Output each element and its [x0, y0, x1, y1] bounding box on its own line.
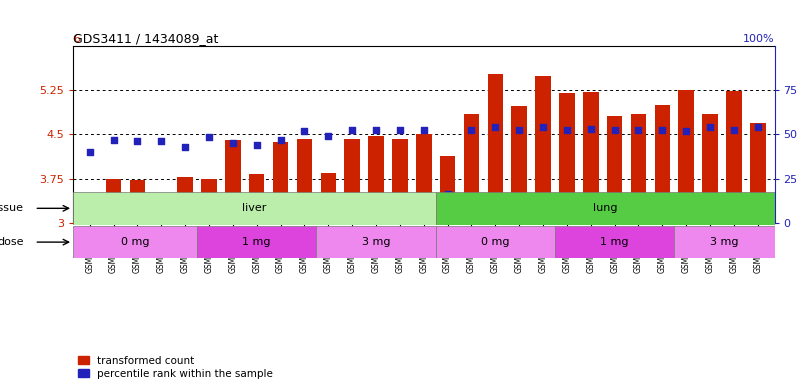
Bar	[464, 114, 479, 223]
Point	[751, 124, 764, 131]
Bar	[535, 76, 551, 223]
Bar	[249, 174, 264, 223]
Bar	[631, 114, 646, 223]
Bar	[487, 74, 503, 223]
Bar	[679, 90, 694, 223]
Bar	[436, 226, 555, 258]
Point	[513, 127, 526, 133]
Bar	[320, 173, 336, 223]
Point	[632, 127, 645, 133]
Bar	[130, 180, 145, 223]
Point	[203, 134, 216, 141]
Bar	[750, 122, 766, 223]
Bar	[583, 92, 599, 223]
Bar	[393, 139, 408, 223]
Bar	[436, 192, 775, 225]
Bar	[416, 134, 431, 223]
Bar	[201, 179, 217, 223]
Text: 0 mg: 0 mg	[121, 237, 149, 247]
Bar	[702, 114, 718, 223]
Point	[727, 127, 740, 133]
Text: dose: dose	[0, 237, 24, 247]
Bar	[654, 105, 670, 223]
Bar	[440, 156, 455, 223]
Bar	[197, 226, 316, 258]
Point	[251, 142, 264, 148]
Text: tissue: tissue	[0, 203, 24, 214]
Bar	[316, 226, 436, 258]
Text: 1 mg: 1 mg	[600, 237, 629, 247]
Text: 3 mg: 3 mg	[710, 237, 739, 247]
Bar	[512, 106, 527, 223]
Text: 0 mg: 0 mg	[481, 237, 509, 247]
Bar	[555, 226, 674, 258]
Text: lung: lung	[593, 203, 617, 214]
Point	[155, 138, 168, 144]
Bar	[726, 91, 742, 223]
Bar	[297, 139, 312, 223]
Text: liver: liver	[242, 203, 267, 214]
Legend: transformed count, percentile rank within the sample: transformed count, percentile rank withi…	[78, 356, 272, 379]
Point	[584, 126, 597, 132]
Text: 6: 6	[73, 34, 80, 44]
Text: GDS3411 / 1434089_at: GDS3411 / 1434089_at	[73, 32, 218, 45]
Point	[274, 137, 287, 143]
Point	[393, 127, 406, 133]
Bar	[105, 179, 122, 223]
Point	[656, 127, 669, 133]
Point	[226, 140, 239, 146]
Bar	[559, 93, 575, 223]
Bar	[73, 192, 436, 225]
Point	[608, 127, 621, 133]
Point	[298, 128, 311, 134]
Bar	[345, 139, 360, 223]
Text: 100%: 100%	[743, 34, 775, 44]
Point	[465, 127, 478, 133]
Bar	[153, 217, 169, 223]
Point	[345, 127, 358, 133]
Point	[370, 127, 383, 133]
Text: 1 mg: 1 mg	[242, 237, 271, 247]
Point	[107, 137, 120, 143]
Point	[418, 127, 431, 133]
Bar	[73, 226, 197, 258]
Point	[131, 138, 144, 144]
Point	[680, 128, 693, 134]
Point	[704, 124, 717, 131]
Point	[84, 149, 97, 155]
Point	[489, 124, 502, 131]
Point	[441, 191, 454, 197]
Bar	[82, 217, 97, 223]
Point	[178, 144, 191, 151]
Bar	[272, 142, 289, 223]
Point	[537, 124, 550, 131]
Bar	[178, 177, 193, 223]
Bar	[225, 140, 241, 223]
Point	[322, 132, 335, 139]
Bar	[674, 226, 775, 258]
Bar	[607, 116, 622, 223]
Text: 3 mg: 3 mg	[362, 237, 390, 247]
Bar	[368, 136, 384, 223]
Point	[560, 127, 573, 133]
